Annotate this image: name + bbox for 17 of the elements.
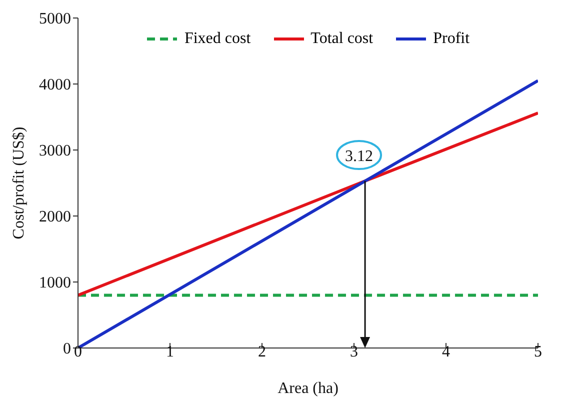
annotation: 3.12 xyxy=(345,148,374,166)
y-tick-label: 3000 xyxy=(39,142,71,160)
x-tick-label: 1 xyxy=(166,343,174,360)
y-tick-label: 4000 xyxy=(39,76,71,94)
x-tick-label: 2 xyxy=(258,343,266,360)
y-tick-label: 1000 xyxy=(39,274,71,292)
y-axis-title: Cost/profit (US$) xyxy=(10,126,28,240)
x-tick-label: 3 xyxy=(350,343,358,360)
x-tick-label: 5 xyxy=(534,343,542,360)
x-tick-label: 4 xyxy=(442,343,450,360)
legend-label: Fixed cost xyxy=(184,30,251,48)
x-tick-label: 0 xyxy=(74,343,82,360)
x-axis-title: Area (ha) xyxy=(278,380,338,397)
y-tick-label: 2000 xyxy=(39,208,71,226)
legend-label: Total cost xyxy=(310,30,374,48)
legend-label: Profit xyxy=(433,30,470,48)
y-tick-label: 5000 xyxy=(39,10,71,28)
